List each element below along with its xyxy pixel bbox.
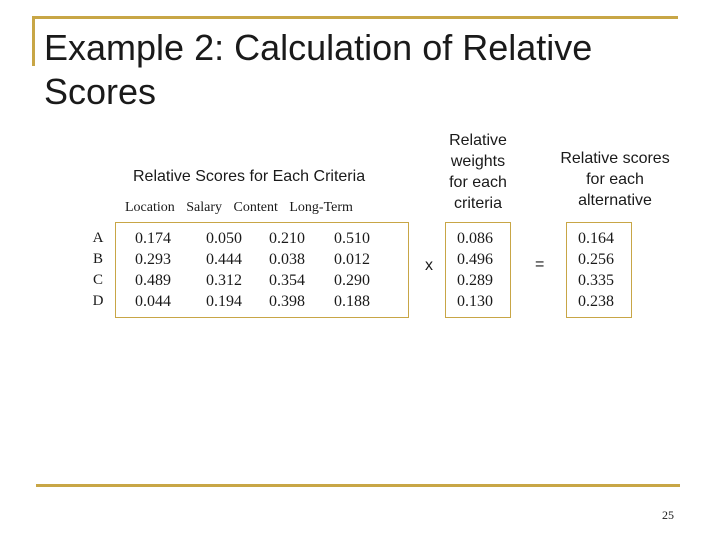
result-cell: 0.256 bbox=[578, 251, 614, 268]
left-rule bbox=[32, 16, 35, 66]
results-box bbox=[566, 222, 632, 318]
score-cell: 0.290 bbox=[334, 272, 370, 289]
score-cell: 0.510 bbox=[334, 230, 370, 247]
top-rule bbox=[32, 16, 678, 19]
scores-column-salary: 0.050 0.444 0.312 0.194 bbox=[206, 228, 242, 312]
criteria-headers: Location Salary Content Long-Term bbox=[125, 200, 361, 216]
result-heading-line: alternative bbox=[578, 192, 652, 209]
result-heading-line: for each bbox=[586, 171, 644, 188]
scores-column-long-term: 0.510 0.012 0.290 0.188 bbox=[334, 228, 370, 312]
weight-cell: 0.086 bbox=[457, 230, 493, 247]
results-column: 0.164 0.256 0.335 0.238 bbox=[578, 228, 614, 312]
weights-heading-line: criteria bbox=[453, 195, 502, 212]
score-cell: 0.312 bbox=[206, 272, 242, 289]
criteria-header-content: Content bbox=[233, 200, 278, 215]
weight-cell: 0.130 bbox=[457, 293, 493, 310]
weights-box bbox=[445, 222, 511, 318]
criteria-header-long-term: Long-Term bbox=[289, 200, 353, 215]
weight-cell: 0.496 bbox=[457, 251, 493, 268]
weight-cell: 0.289 bbox=[457, 272, 493, 289]
page-number: 25 bbox=[662, 508, 674, 522]
result-heading: Relative scores for each alternative bbox=[548, 148, 682, 211]
score-cell: 0.489 bbox=[135, 272, 171, 289]
result-cell: 0.164 bbox=[578, 230, 614, 247]
weights-heading-line: weights bbox=[450, 153, 506, 170]
score-cell: 0.444 bbox=[206, 251, 242, 268]
criteria-header-location: Location bbox=[125, 200, 175, 215]
alternative-label-b: B bbox=[92, 251, 103, 267]
score-cell: 0.210 bbox=[269, 230, 305, 247]
scores-column-content: 0.210 0.038 0.354 0.398 bbox=[269, 228, 305, 312]
matrix-heading: Relative Scores for Each Criteria bbox=[133, 168, 366, 185]
score-cell: 0.398 bbox=[269, 293, 305, 310]
weights-heading-line: Relative bbox=[449, 132, 507, 149]
score-cell: 0.194 bbox=[206, 293, 242, 310]
score-cell: 0.188 bbox=[334, 293, 370, 310]
score-cell: 0.293 bbox=[135, 251, 171, 268]
alternative-label-c: C bbox=[92, 272, 103, 288]
result-cell: 0.238 bbox=[578, 293, 614, 310]
weights-column: 0.086 0.496 0.289 0.130 bbox=[457, 228, 493, 312]
score-cell: 0.038 bbox=[269, 251, 305, 268]
criteria-header-salary: Salary bbox=[186, 200, 223, 215]
alternative-label-d: D bbox=[92, 293, 104, 309]
equals-symbol: = bbox=[535, 256, 545, 273]
multiply-symbol: x bbox=[425, 257, 433, 274]
score-cell: 0.174 bbox=[135, 230, 171, 247]
slide-title: Example 2: Calculation of Relative Score… bbox=[44, 27, 593, 112]
score-cell: 0.050 bbox=[206, 230, 242, 247]
result-cell: 0.335 bbox=[578, 272, 614, 289]
scores-column-location: 0.174 0.293 0.489 0.044 bbox=[135, 228, 171, 312]
score-cell: 0.354 bbox=[269, 272, 305, 289]
score-cell: 0.012 bbox=[334, 251, 370, 268]
weights-heading-line: for each bbox=[449, 174, 507, 191]
result-heading-line: Relative scores bbox=[560, 150, 670, 167]
scores-matrix-box bbox=[115, 222, 409, 318]
bottom-rule bbox=[36, 484, 680, 487]
alternative-label-a: A bbox=[92, 230, 104, 246]
score-cell: 0.044 bbox=[135, 293, 171, 310]
alternative-labels: A B C D bbox=[90, 228, 106, 312]
weights-heading: Relative weights for each criteria bbox=[442, 130, 514, 214]
